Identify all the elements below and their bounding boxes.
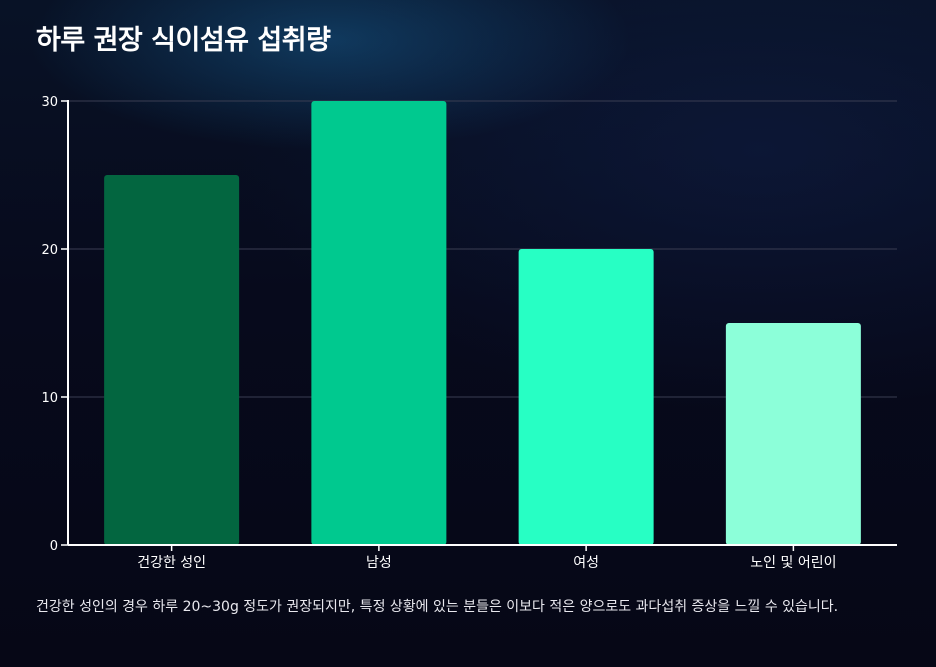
bar [725, 323, 861, 545]
y-tick-label: 30 [41, 95, 58, 110]
x-tick-label: 여성 [573, 555, 599, 571]
y-tick-label: 10 [41, 391, 58, 406]
y-tick-label: 20 [41, 243, 58, 258]
x-tick-label: 노인 및 어린이 [750, 555, 836, 571]
chart-title: 하루 권장 식이섬유 섭취량 [36, 25, 331, 56]
y-tick-label: 0 [50, 539, 58, 554]
bar [311, 101, 447, 545]
bar-chart: 0 10 20 30 건강한 성인 남성 여성 노인 및 어린이 [41, 95, 897, 571]
chart-caption: 건강한 성인의 경우 하루 20~30g 정도가 권장되지만, 특정 상황에 있… [36, 599, 839, 615]
x-tick-label: 남성 [366, 555, 392, 571]
bar [518, 249, 654, 545]
bar [104, 175, 240, 545]
x-tick-label: 건강한 성인 [137, 555, 206, 571]
